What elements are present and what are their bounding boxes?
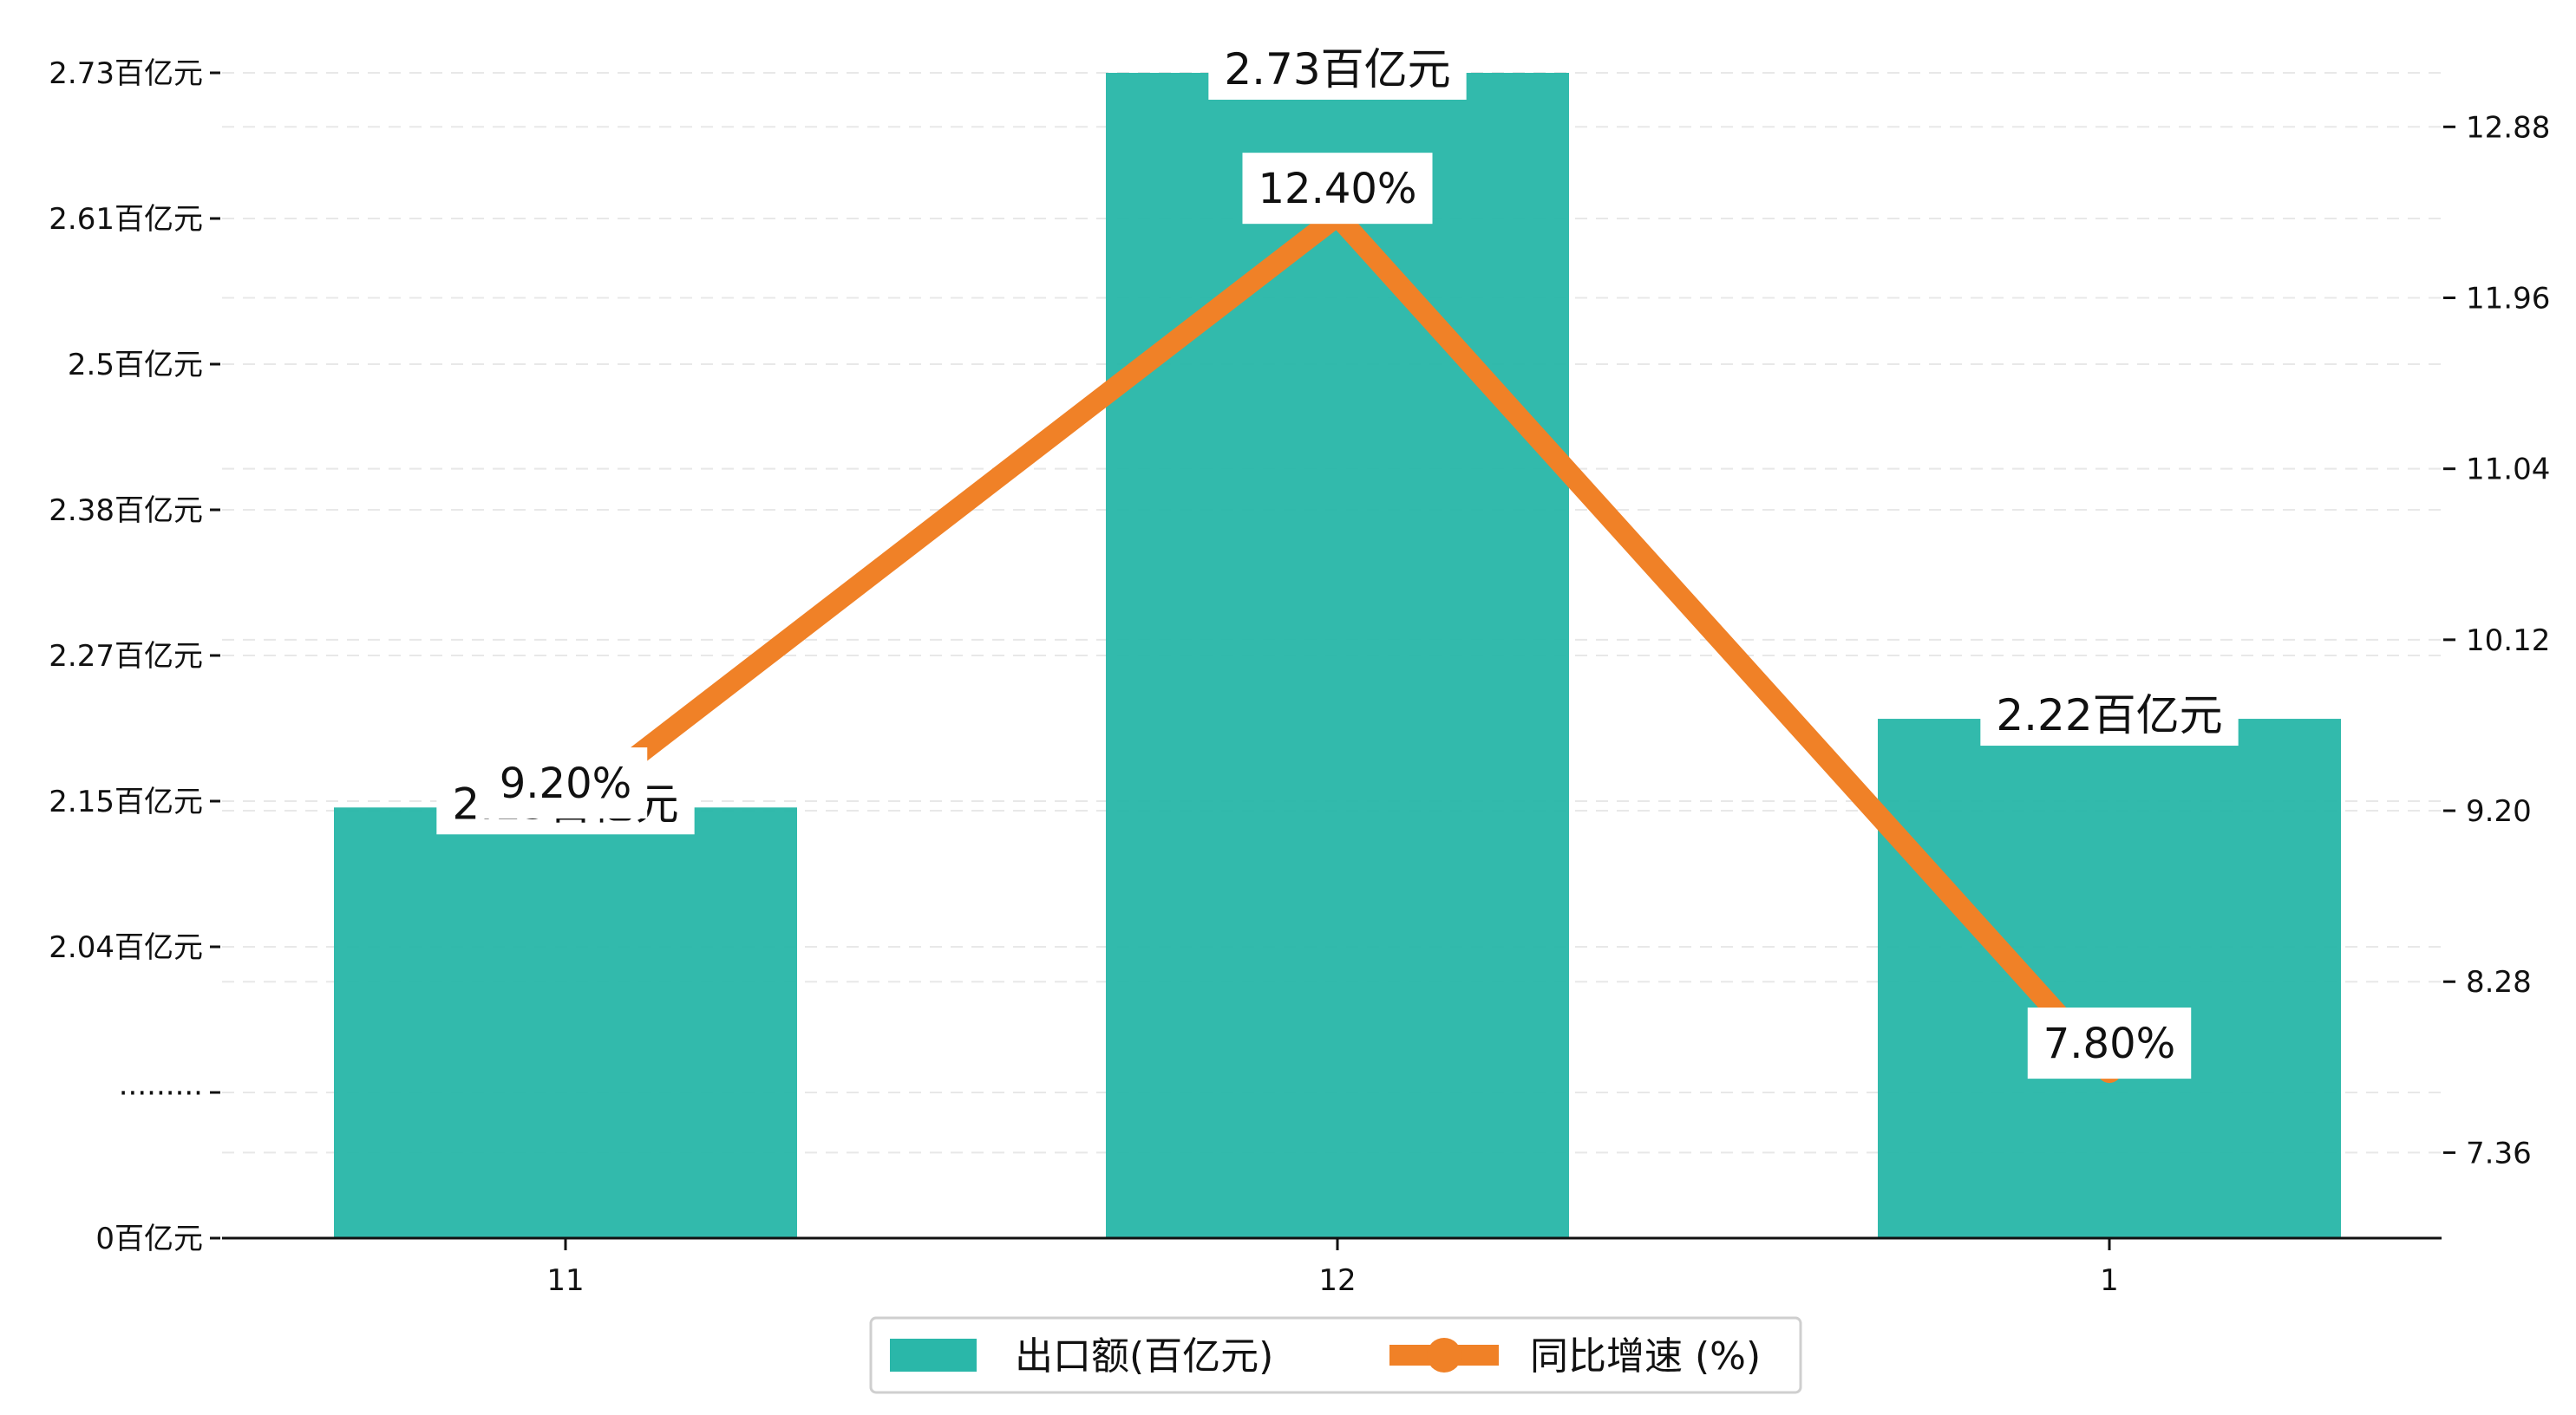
left-axis-tick-label: 2.38百亿元 xyxy=(49,493,203,528)
line-data-label-box xyxy=(1242,153,1433,225)
left-axis-tick-label: 2.04百亿元 xyxy=(49,930,203,965)
left-axis-tick-label: 2.5百亿元 xyxy=(68,348,203,382)
right-axis-tick-label: 10.12 xyxy=(2466,623,2550,658)
bar-data-label-text: 2.22百亿元 xyxy=(1996,690,2222,740)
right-axis-tick-label: 12.88 xyxy=(2466,110,2550,145)
left-axis-tick-label: 2.73百亿元 xyxy=(49,56,203,91)
line-data-label: 9.20% xyxy=(483,747,648,819)
bar-data-label: 2.73百亿元 xyxy=(1208,39,1467,100)
line-data-label-text: 12.40% xyxy=(1258,165,1416,213)
bar-mark xyxy=(1878,719,2341,1238)
left-axis-tick-label: 0百亿元 xyxy=(95,1222,203,1256)
line-data-label-text: 7.80% xyxy=(2043,1020,2175,1068)
left-axis-tick-label: 2.15百亿元 xyxy=(49,785,203,819)
axes: 0百亿元 ········· 2.04百亿元 2.15百亿元 2.27百亿元 2.38百亿… xyxy=(49,56,2550,1298)
left-axis-tick-label: 2.27百亿元 xyxy=(49,639,203,674)
bar-data-label: 2.22百亿元 xyxy=(1980,685,2239,747)
right-axis-tick-label: 9.20 xyxy=(2466,794,2532,829)
bar-mark xyxy=(1106,73,1569,1238)
bar-data-label-text: 2.73百亿元 xyxy=(1224,44,1450,95)
legend: 出口额(百亿元) 同比增速 (%) xyxy=(869,1316,1802,1394)
left-axis-tick-label: ········· xyxy=(119,1076,203,1111)
line-data-label-text: 9.20% xyxy=(500,760,631,808)
x-axis-tick-label: 12 xyxy=(1318,1263,1356,1298)
line-data-label: 12.40% xyxy=(1242,153,1433,225)
bar-mark xyxy=(334,807,797,1238)
legend-frame xyxy=(869,1316,1802,1394)
right-axis-tick-label: 8.28 xyxy=(2466,965,2532,1000)
right-axis-tick-label: 11.04 xyxy=(2466,453,2550,487)
line-data-label-box xyxy=(2027,1007,2192,1079)
bar-data-label-box xyxy=(1980,685,2239,747)
right-axis-tick-label: 7.36 xyxy=(2466,1136,2532,1170)
x-axis-tick-label: 11 xyxy=(546,1263,584,1298)
legend-swatch-bar xyxy=(890,1339,977,1372)
bar-series xyxy=(334,73,2341,1238)
line-data-label-box xyxy=(483,747,648,819)
right-axis-tick-label: 11.96 xyxy=(2466,281,2550,316)
x-axis-tick-label: 1 xyxy=(2100,1263,2119,1298)
left-axis-tick-label: 2.61百亿元 xyxy=(49,202,203,237)
legend-label-bar: 出口额(百亿元) xyxy=(1015,1334,1273,1379)
legend-swatch-marker xyxy=(1427,1338,1461,1373)
bar-data-label-box xyxy=(1208,39,1467,100)
line-data-label: 7.80% xyxy=(2027,1007,2192,1079)
legend-label-line: 同比增速 (%) xyxy=(1530,1334,1761,1379)
